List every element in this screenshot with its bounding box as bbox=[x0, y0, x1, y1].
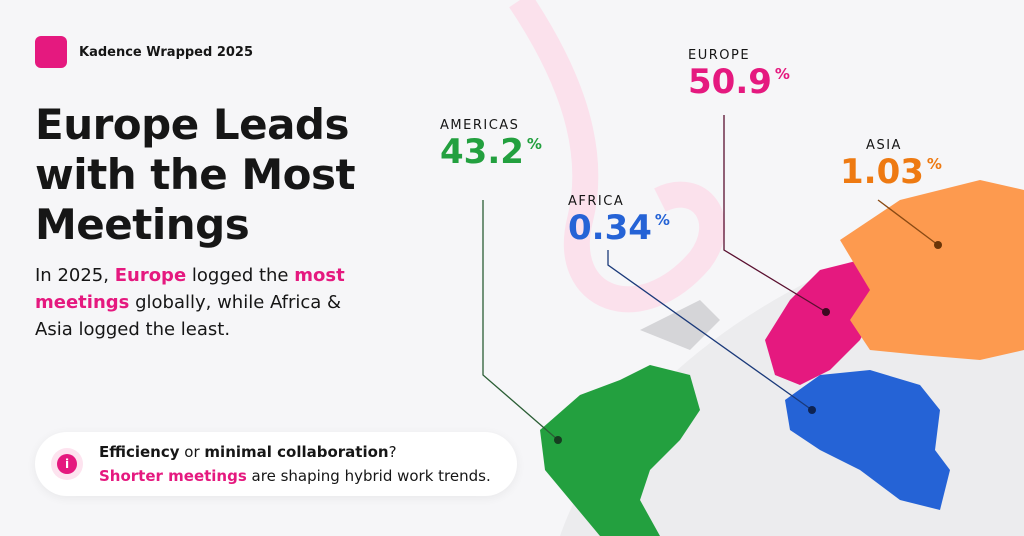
logo bbox=[35, 36, 67, 68]
leader-line bbox=[607, 250, 813, 411]
value: 0.34 bbox=[568, 208, 652, 248]
note: i Efficiency or minimal collaboration? S… bbox=[35, 432, 517, 496]
pin bbox=[822, 308, 830, 316]
region-value: 43.2% bbox=[440, 133, 542, 171]
title: Europe Leads with the Most Meetings bbox=[35, 100, 356, 249]
text: globally, while Africa & Asia logged the… bbox=[35, 292, 342, 340]
pin bbox=[808, 406, 816, 414]
europe bbox=[765, 260, 880, 385]
value: 1.03 bbox=[840, 152, 924, 192]
region-value: 0.34% bbox=[568, 209, 670, 247]
highlight: Shorter meetings bbox=[99, 467, 247, 485]
region-name: AMERICAS bbox=[440, 118, 520, 133]
brand: Kadence Wrapped 2025 bbox=[35, 36, 253, 68]
americas bbox=[540, 365, 700, 536]
bold: Efficiency bbox=[99, 443, 180, 461]
text: or bbox=[179, 443, 205, 461]
region-callout: ASIA 1.03% bbox=[840, 138, 942, 191]
region-callout: EUROPE 50.9% bbox=[688, 48, 790, 101]
bold: minimal collaboration bbox=[204, 443, 389, 461]
highlight: Europe bbox=[114, 265, 187, 286]
info-icon: i bbox=[51, 448, 83, 480]
unit: % bbox=[654, 211, 670, 229]
unit: % bbox=[774, 65, 790, 83]
pin bbox=[934, 241, 942, 249]
note-text: Efficiency or minimal collaboration? Sho… bbox=[99, 440, 491, 488]
unit: % bbox=[526, 135, 542, 153]
text: are shaping hybrid work trends. bbox=[246, 467, 491, 485]
region-name: EUROPE bbox=[688, 48, 751, 63]
text: logged the bbox=[186, 265, 295, 286]
africa bbox=[785, 370, 950, 510]
region-name: ASIA bbox=[866, 138, 902, 153]
description: In 2025, Europe logged the most meetings… bbox=[35, 262, 375, 343]
leader-line bbox=[723, 115, 827, 313]
region-name: AFRICA bbox=[568, 194, 625, 209]
value: 43.2 bbox=[440, 132, 524, 172]
text: ? bbox=[388, 443, 397, 461]
region-value: 1.03% bbox=[840, 153, 942, 191]
swirl bbox=[509, 0, 726, 313]
brand-name: Kadence Wrapped 2025 bbox=[79, 44, 254, 60]
pin bbox=[554, 436, 562, 444]
highlight: most meetings bbox=[35, 265, 345, 313]
value: 50.9 bbox=[688, 62, 772, 102]
greenland bbox=[640, 300, 720, 350]
leader-line bbox=[877, 199, 939, 246]
text: In 2025, bbox=[35, 265, 115, 286]
region-callout: AFRICA 0.34% bbox=[568, 194, 670, 247]
unit: % bbox=[926, 155, 942, 173]
region-callout: AMERICAS 43.2% bbox=[440, 118, 542, 171]
leader-line bbox=[482, 200, 559, 441]
asia bbox=[840, 180, 1024, 360]
region-value: 50.9% bbox=[688, 63, 790, 101]
